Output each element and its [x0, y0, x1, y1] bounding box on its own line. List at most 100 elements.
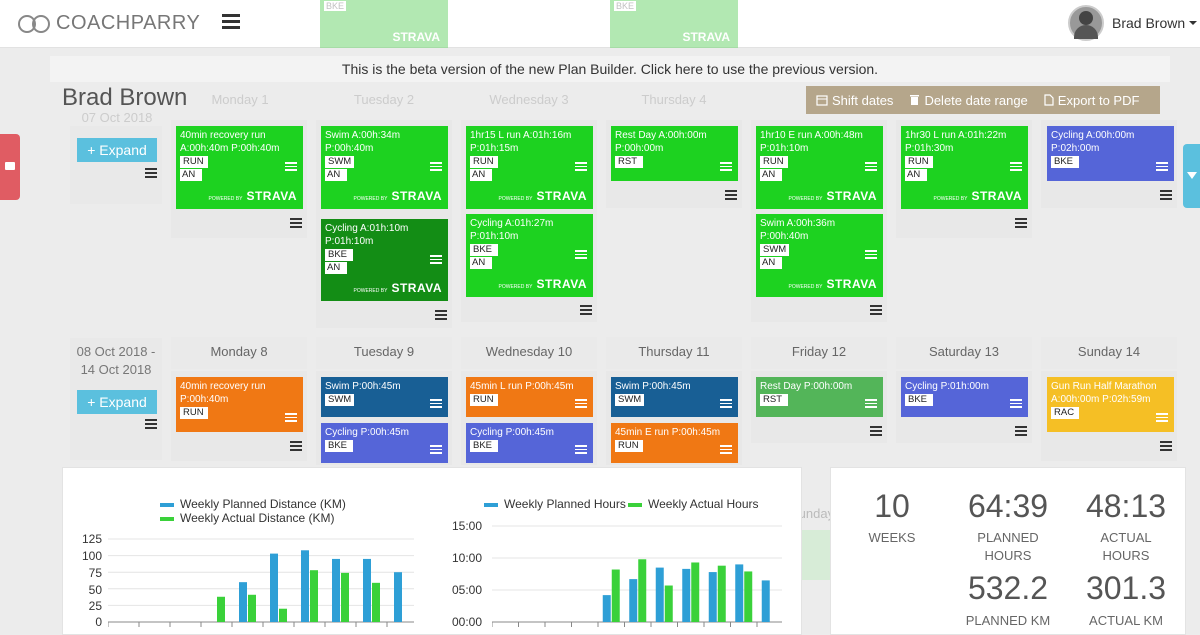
workout-card[interactable]: 45min E run P:00h:45m RUN: [611, 423, 738, 463]
day-header: Thursday 11: [606, 337, 742, 369]
legend-item: Weekly Planned Hours: [484, 497, 626, 511]
folder-tab[interactable]: [0, 134, 20, 200]
workout-card[interactable]: Swim A:00h:34m P:00h:40m SWM AN POWERED BY…: [321, 126, 448, 209]
ghost-week-date: 07 Oct 2018: [81, 110, 153, 125]
workout-menu-icon: [430, 445, 442, 456]
calendar-icon: [816, 95, 828, 106]
week-menu-icon[interactable]: [145, 419, 157, 429]
sport-tag: AN: [905, 169, 927, 181]
sport-tag: BKE: [470, 244, 498, 256]
user-menu[interactable]: Brad Brown: [1112, 15, 1197, 31]
workout-menu-icon: [285, 162, 297, 173]
ghost-day-header: Thursday 4: [641, 92, 707, 107]
actual-bar: [279, 608, 287, 622]
sport-tag: RUN: [470, 394, 498, 406]
day-header: Tuesday 9: [316, 337, 452, 369]
actual-bar: [248, 594, 256, 622]
weeks-value: 10: [874, 488, 910, 524]
workout-card[interactable]: 1hr30 L run A:01h:22m P:01h:30m RUN AN POW…: [901, 126, 1028, 209]
weeks-label: WEEKS: [868, 530, 916, 545]
brand-logo[interactable]: COACHPARRY: [18, 12, 200, 35]
planned-bar: [332, 558, 340, 622]
workout-card[interactable]: 1hr10 E run A:00h:48m P:01h:10m RUN AN POW…: [756, 126, 883, 209]
actual-bar: [691, 562, 700, 622]
y-tick-label: 25: [88, 599, 102, 613]
expand-week-button[interactable]: + Expand: [77, 138, 157, 162]
strava-badge: POWERED BY STRAVA: [208, 189, 297, 203]
workout-menu-icon: [1156, 413, 1168, 424]
strava-badge: POWERED BY STRAVA: [498, 277, 587, 291]
plan-toolbar: Shift dates Delete date range Export to …: [806, 86, 1160, 114]
day-header: Sunday 14: [1041, 337, 1177, 369]
ghost-workout: BKE STRAVA: [610, 0, 738, 48]
day-menu-icon[interactable]: [870, 426, 882, 436]
day-menu-icon[interactable]: [870, 305, 882, 315]
planned-bar: [239, 582, 247, 622]
workout-menu-icon: [720, 399, 732, 410]
trash-icon: [910, 95, 920, 105]
planned-km-value: 532.2: [967, 570, 1049, 606]
day-menu-icon[interactable]: [580, 305, 592, 315]
workout-card[interactable]: Swim P:00h:45m SWM: [321, 377, 448, 417]
workout-menu-icon: [1156, 162, 1168, 173]
workout-card[interactable]: Rest Day A:00h:00m P:00h:00m RST: [611, 126, 738, 181]
workout-menu-icon: [720, 162, 732, 173]
workout-card[interactable]: Cycling A:01h:27m P:01h:10m BKE AN POWERED…: [466, 214, 593, 297]
sport-tag: RAC: [1051, 407, 1079, 419]
planned-bar: [735, 564, 744, 622]
sport-tag: SWM: [615, 394, 645, 406]
actual-bar: [372, 582, 380, 622]
day-menu-icon[interactable]: [1160, 441, 1172, 451]
day-menu-icon[interactable]: [1015, 426, 1027, 436]
avatar[interactable]: [1068, 5, 1104, 41]
ghost-workout: [802, 530, 830, 580]
workout-menu-icon: [865, 250, 877, 261]
workout-card[interactable]: Gun Run Half Marathon A:00h:00m P:02h:59m…: [1047, 377, 1174, 432]
delete-date-range-button[interactable]: Delete date range: [909, 93, 1028, 108]
workout-menu-icon: [865, 162, 877, 173]
workout-menu-icon: [430, 255, 442, 266]
y-tick-label: 05:00: [451, 583, 482, 597]
folder-icon: [5, 162, 15, 170]
planned-bar: [761, 580, 770, 622]
day-menu-icon[interactable]: [290, 218, 302, 228]
sport-tag: AN: [325, 262, 347, 274]
sport-tag: RUN: [470, 156, 498, 168]
day-menu-icon[interactable]: [1160, 190, 1172, 200]
y-tick-label: 125: [81, 532, 102, 546]
sport-tag: BKE: [325, 249, 353, 261]
day-menu-icon[interactable]: [1015, 218, 1027, 228]
workout-card[interactable]: 45min L run P:00h:45m RUN: [466, 377, 593, 417]
workout-menu-icon: [575, 162, 587, 173]
beta-banner[interactable]: This is the beta version of the new Plan…: [50, 56, 1170, 82]
export-pdf-button[interactable]: Export to PDF: [1044, 93, 1139, 108]
week-menu-icon[interactable]: [145, 168, 157, 178]
actual-hours-label: ACTUAL: [1100, 530, 1152, 545]
workout-menu-icon: [575, 445, 587, 456]
expand-week-button[interactable]: + Expand: [77, 390, 157, 414]
workout-card[interactable]: 40min recovery run A:00h:40m P:00h:40m RU…: [176, 126, 303, 209]
sport-tag: RST: [760, 394, 788, 406]
sport-tag: RST: [615, 156, 643, 168]
workout-card[interactable]: Cycling P:00h:45m BKE: [321, 423, 448, 463]
day-menu-icon[interactable]: [435, 310, 447, 320]
workout-card[interactable]: 40min recovery run P:00h:40m RUN: [176, 377, 303, 432]
y-tick-label: 0: [95, 615, 102, 629]
workout-card[interactable]: Swim P:00h:45m SWM: [611, 377, 738, 417]
shift-dates-button[interactable]: Shift dates: [816, 93, 893, 108]
workout-card[interactable]: Cycling P:01h:00m BKE: [901, 377, 1028, 417]
hamburger-menu-icon[interactable]: [222, 14, 240, 30]
day-menu-icon[interactable]: [290, 441, 302, 451]
workout-card[interactable]: 1hr15 L run A:01h:16m P:01h:15m RUN AN POW…: [466, 126, 593, 209]
actual-bar: [611, 569, 620, 622]
planned-bar: [394, 572, 402, 622]
page-title: Brad Brown: [62, 84, 188, 111]
filter-tab[interactable]: [1183, 144, 1200, 208]
day-menu-icon[interactable]: [725, 190, 737, 200]
workout-card[interactable]: Swim A:00h:36m P:00h:40m SWM AN POWERED BY…: [756, 214, 883, 297]
workout-card[interactable]: Cycling P:00h:45m BKE: [466, 423, 593, 463]
day-header: Wednesday 10: [461, 337, 597, 369]
workout-card[interactable]: Cycling A:01h:10m P:01h:10m BKE AN POWERED…: [321, 219, 448, 301]
workout-card[interactable]: Rest Day P:00h:00m RST: [756, 377, 883, 417]
workout-card[interactable]: Cycling A:00h:00m P:02h:00m BKE: [1047, 126, 1174, 181]
